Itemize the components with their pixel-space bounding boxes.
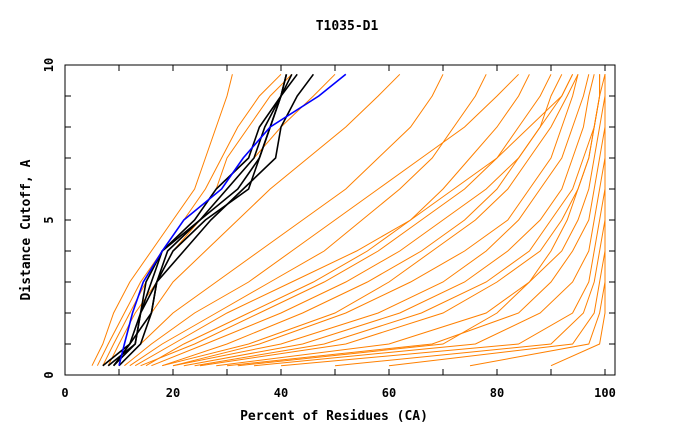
model-line-orange xyxy=(162,74,563,367)
model-line-orange xyxy=(162,74,579,367)
model-line-orange xyxy=(107,73,336,366)
x-tick-labels: 0 20 40 60 80 100 xyxy=(61,386,615,400)
x-axis-label: Percent of Residues (CA) xyxy=(240,409,428,424)
model-line-orange xyxy=(118,74,444,367)
series-lines xyxy=(91,73,606,367)
model-line-black xyxy=(102,73,298,367)
model-line-orange xyxy=(237,74,606,367)
model-line-orange xyxy=(550,74,606,367)
x-tick-label: 60 xyxy=(382,386,396,400)
x-tick-label: 80 xyxy=(490,386,504,400)
x-tick-label: 20 xyxy=(166,386,180,400)
model-line-orange xyxy=(145,74,530,367)
x-tick-label: 40 xyxy=(274,386,288,400)
chart-title: T1035-D1 xyxy=(316,19,379,34)
model-line-orange xyxy=(253,74,606,367)
model-line-orange xyxy=(102,73,293,366)
model-line-orange xyxy=(183,74,595,367)
model-line-blue xyxy=(118,73,347,366)
model-line-orange xyxy=(172,74,579,367)
model-line-orange xyxy=(124,73,519,367)
plot-frame xyxy=(64,64,616,376)
model-line-orange xyxy=(129,74,487,367)
model-line-orange xyxy=(151,74,574,367)
y-tick-label: 10 xyxy=(42,58,56,72)
y-tick-labels: 0 5 10 xyxy=(42,58,56,379)
y-tick-label: 0 xyxy=(42,371,56,378)
model-line-orange xyxy=(216,74,606,367)
model-line-orange xyxy=(91,74,233,366)
model-line-black xyxy=(113,74,288,367)
model-line-orange xyxy=(140,74,552,367)
y-axis-label: Distance Cutoff, A xyxy=(19,159,34,300)
x-tick-label: 0 xyxy=(61,386,68,400)
axis-ticks xyxy=(64,64,615,376)
x-tick-label: 100 xyxy=(594,386,616,400)
model-line-orange xyxy=(113,73,401,366)
y-tick-label: 5 xyxy=(42,216,56,223)
model-line-orange xyxy=(172,74,590,367)
